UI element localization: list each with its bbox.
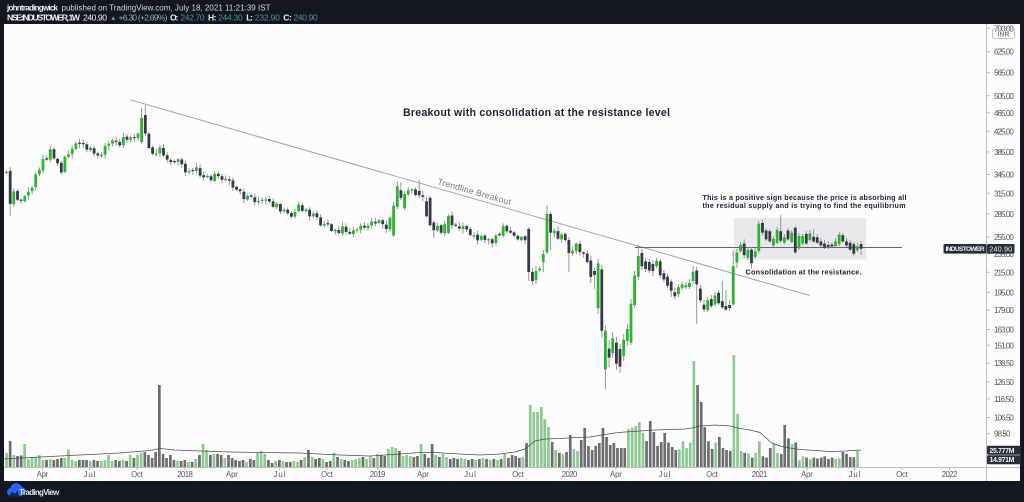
svg-text:106.50: 106.50: [994, 414, 1014, 423]
svg-text:Jul: Jul: [849, 470, 861, 479]
svg-text:Oct: Oct: [512, 470, 525, 479]
svg-text:14.971M: 14.971M: [990, 457, 1015, 464]
svg-text:235.00: 235.00: [994, 250, 1014, 259]
svg-text:240.90: 240.90: [989, 244, 1012, 253]
svg-text:315.00: 315.00: [994, 189, 1014, 198]
svg-text:NSE:INDUSTOWER, 1W: NSE:INDUSTOWER, 1W: [7, 13, 81, 23]
svg-text:565.00: 565.00: [994, 69, 1014, 78]
svg-text:INR: INR: [998, 31, 1010, 38]
svg-text:Apr: Apr: [417, 470, 429, 479]
svg-text:25.777M: 25.777M: [990, 448, 1015, 455]
svg-text:Apr: Apr: [226, 470, 238, 479]
svg-text:C:: C:: [283, 13, 292, 23]
svg-text:345.00: 345.00: [994, 171, 1014, 180]
svg-text:O:: O:: [170, 13, 179, 23]
svg-text:INDUSTOWER: INDUSTOWER: [946, 246, 985, 253]
svg-text:116.50: 116.50: [994, 395, 1014, 404]
svg-text:Oct: Oct: [706, 470, 719, 479]
svg-text:+6.30 (+2.69%): +6.30 (+2.69%): [119, 13, 168, 23]
svg-text:Apr: Apr: [37, 470, 49, 479]
svg-text:138.50: 138.50: [994, 359, 1014, 368]
svg-text:163.00: 163.00: [994, 326, 1014, 335]
svg-text:Jul: Jul: [84, 470, 96, 479]
svg-text:505.00: 505.00: [994, 92, 1014, 101]
svg-text:425.00: 425.00: [994, 127, 1014, 136]
svg-text:151.00: 151.00: [994, 341, 1014, 350]
svg-text:625.00: 625.00: [994, 48, 1014, 57]
svg-text:465.00: 465.00: [994, 109, 1014, 118]
svg-text:published on TradingView.com,: published on TradingView.com, July 18, 2…: [62, 3, 271, 12]
svg-text:L:: L:: [246, 13, 253, 23]
svg-text:240.90: 240.90: [83, 13, 107, 23]
svg-text:2022: 2022: [942, 470, 958, 479]
svg-text:232.90: 232.90: [255, 13, 280, 23]
svg-text:Oct: Oct: [321, 470, 334, 479]
svg-text:255.00: 255.00: [994, 233, 1014, 242]
svg-text:195.00: 195.00: [994, 289, 1014, 298]
svg-text:This is a positive sign becaus: This is a positive sign because the pric…: [703, 194, 907, 202]
svg-text:126.50: 126.50: [994, 378, 1014, 387]
svg-text:385.00: 385.00: [994, 148, 1014, 157]
svg-text:Jul: Jul: [659, 470, 671, 479]
svg-text:244.30: 244.30: [218, 13, 243, 23]
svg-text:▲: ▲: [110, 15, 116, 22]
svg-text:215.00: 215.00: [994, 268, 1014, 277]
svg-text:Jul: Jul: [274, 470, 286, 479]
svg-text:johntradingwick: johntradingwick: [6, 3, 59, 12]
svg-text:Apr: Apr: [610, 470, 622, 479]
svg-text:179.00: 179.00: [994, 306, 1014, 315]
svg-text:Oct: Oct: [131, 470, 144, 479]
svg-text:TradingView: TradingView: [19, 488, 60, 497]
svg-text:242.70: 242.70: [180, 13, 205, 23]
svg-text:98.50: 98.50: [994, 430, 1011, 439]
svg-text:2021: 2021: [752, 470, 768, 479]
svg-text:H:: H:: [208, 13, 217, 23]
svg-text:the residual supply and is try: the residual supply and is trying to fin…: [703, 202, 906, 210]
svg-text:Consolidation at the resistanc: Consolidation at the resistance.: [746, 267, 862, 276]
svg-text:Oct: Oct: [896, 470, 909, 479]
svg-text:Breakout with consolidation at: Breakout with consolidation at the resis…: [403, 107, 670, 119]
svg-text:2020: 2020: [562, 470, 578, 479]
svg-text:240.90: 240.90: [293, 13, 318, 23]
svg-text:285.00: 285.00: [994, 210, 1014, 219]
svg-text:Jul: Jul: [464, 470, 476, 479]
svg-text:2018: 2018: [177, 470, 193, 479]
svg-text:2019: 2019: [370, 470, 386, 479]
svg-text:Apr: Apr: [801, 470, 813, 479]
